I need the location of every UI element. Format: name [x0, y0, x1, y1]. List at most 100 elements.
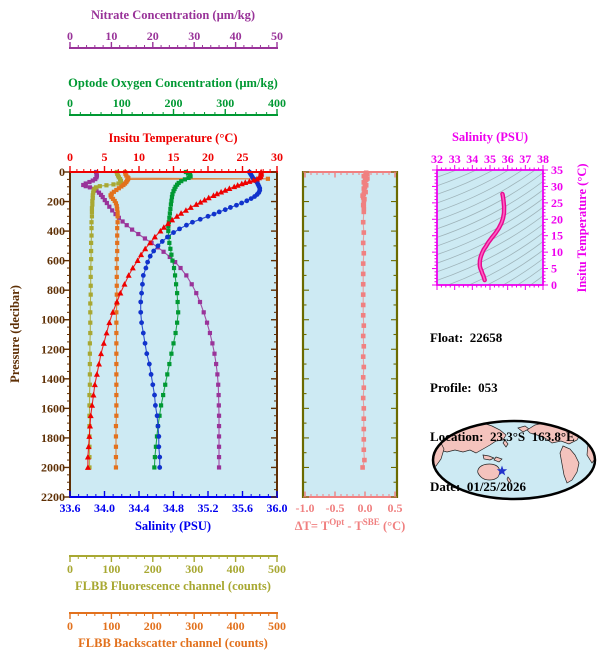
- pressure-axis-title: Pressure (decibar): [8, 285, 22, 383]
- delta-t-plot: -1.0 -0.5 0.0 0.5: [296, 170, 403, 515]
- tick-label: 34.0: [94, 501, 115, 515]
- isopycnal-line: [437, 170, 524, 212]
- isopycnal-line: [502, 258, 543, 285]
- marker-delta-t: [360, 261, 366, 266]
- marker-salinity: [140, 281, 145, 287]
- marker-oxygen: [153, 444, 159, 449]
- marker-oxygen: [172, 186, 177, 192]
- marker-nitrate: [83, 181, 88, 186]
- marker-nitrate: [216, 413, 222, 418]
- marker-backscatter: [115, 220, 120, 225]
- marker-salinity: [211, 211, 217, 217]
- marker-delta-t: [361, 447, 367, 453]
- marker-salinity: [150, 382, 156, 388]
- marker-nitrate: [216, 444, 222, 449]
- marker-backscatter: [114, 413, 119, 418]
- pressure-tick-label: 400: [47, 224, 65, 238]
- marker-salinity: [147, 253, 153, 259]
- marker-fluorescence: [89, 220, 94, 225]
- delta-tick-label: 0.5: [388, 501, 403, 515]
- marker-backscatter: [114, 187, 119, 193]
- pressure-tick-label: 600: [47, 254, 65, 268]
- marker-fluorescence: [87, 351, 92, 356]
- marker-salinity: [155, 423, 161, 429]
- marker-temperature: [250, 177, 257, 183]
- marker-nitrate: [214, 361, 219, 367]
- marker-backscatter: [114, 292, 119, 297]
- marker-nitrate: [204, 320, 210, 325]
- marker-salinity: [155, 243, 161, 249]
- marker-fluorescence: [89, 257, 94, 262]
- marker-delta-t: [360, 271, 366, 277]
- isopycnal-line: [516, 267, 543, 285]
- marker-nitrate: [189, 282, 194, 287]
- marker-nitrate: [93, 176, 98, 182]
- marker-backscatter: [113, 201, 119, 206]
- tick-label: 35.6: [232, 501, 253, 515]
- marker-nitrate: [90, 178, 95, 183]
- marker-backscatter: [114, 274, 119, 279]
- tick-label: 5: [102, 150, 108, 164]
- marker-nitrate: [102, 197, 107, 203]
- marker-nitrate: [178, 265, 183, 271]
- marker-temperature: [87, 422, 94, 429]
- ts-salinity-label: 34: [466, 152, 478, 166]
- marker-backscatter: [114, 257, 119, 262]
- marker-fluorescence: [89, 206, 95, 211]
- marker-oxygen: [167, 361, 172, 367]
- pressure-tick-label: 1000: [41, 313, 65, 327]
- marker-nitrate: [216, 403, 221, 408]
- marker-temperature: [125, 272, 132, 278]
- marker-temperature: [89, 402, 96, 408]
- marker-fluorescence: [104, 183, 109, 188]
- marker-temperature: [117, 289, 124, 296]
- marker-delta-t: [361, 426, 367, 432]
- marker-salinity: [216, 209, 222, 215]
- marker-fluorescence: [87, 392, 92, 398]
- marker-oxygen: [167, 240, 172, 246]
- marker-nitrate: [207, 330, 213, 336]
- tick-label: 300: [185, 562, 203, 576]
- marker-temperature: [253, 175, 260, 182]
- marker-oxygen: [158, 403, 164, 408]
- marker-salinity: [148, 371, 154, 377]
- marker-temperature: [84, 464, 91, 470]
- marker-salinity: [140, 330, 146, 336]
- marker-backscatter: [115, 240, 120, 246]
- marker-nitrate: [173, 260, 178, 265]
- tick-label: 10: [133, 150, 145, 164]
- ts-temperature-label: 10: [551, 245, 563, 259]
- marker-temperature: [231, 183, 238, 190]
- marker-delta-t: [361, 344, 367, 349]
- marker-salinity: [156, 444, 162, 450]
- marker-temperature: [238, 180, 245, 187]
- isopycnal-line: [437, 189, 543, 247]
- marker-temperature: [138, 251, 145, 258]
- marker-backscatter: [116, 186, 121, 191]
- marker-oxygen: [175, 320, 180, 325]
- marker-nitrate: [83, 184, 88, 189]
- marker-nitrate: [216, 392, 221, 398]
- marker-delta-t: [360, 375, 366, 380]
- marker-nitrate: [201, 310, 206, 315]
- ts-temperature-label: 20: [551, 212, 563, 226]
- marker-fluorescence: [88, 283, 93, 288]
- marker-delta-t: [360, 219, 366, 225]
- marker-delta-t: [360, 395, 366, 401]
- marker-nitrate: [167, 254, 172, 260]
- landmass: [502, 439, 509, 448]
- marker-fluorescence: [90, 195, 95, 201]
- marker-salinity: [234, 202, 239, 208]
- marker-nitrate: [124, 223, 129, 228]
- tick-label: 100: [102, 562, 120, 576]
- marker-backscatter: [115, 206, 120, 212]
- ts-salinity-label: 38: [537, 152, 549, 166]
- marker-temperature: [197, 199, 204, 205]
- marker-salinity: [138, 299, 144, 305]
- tick-label: 400: [227, 619, 245, 633]
- marker-salinity: [151, 248, 157, 254]
- marker-backscatter: [265, 176, 270, 181]
- marker-temperature: [147, 239, 154, 246]
- marker-salinity: [244, 198, 250, 204]
